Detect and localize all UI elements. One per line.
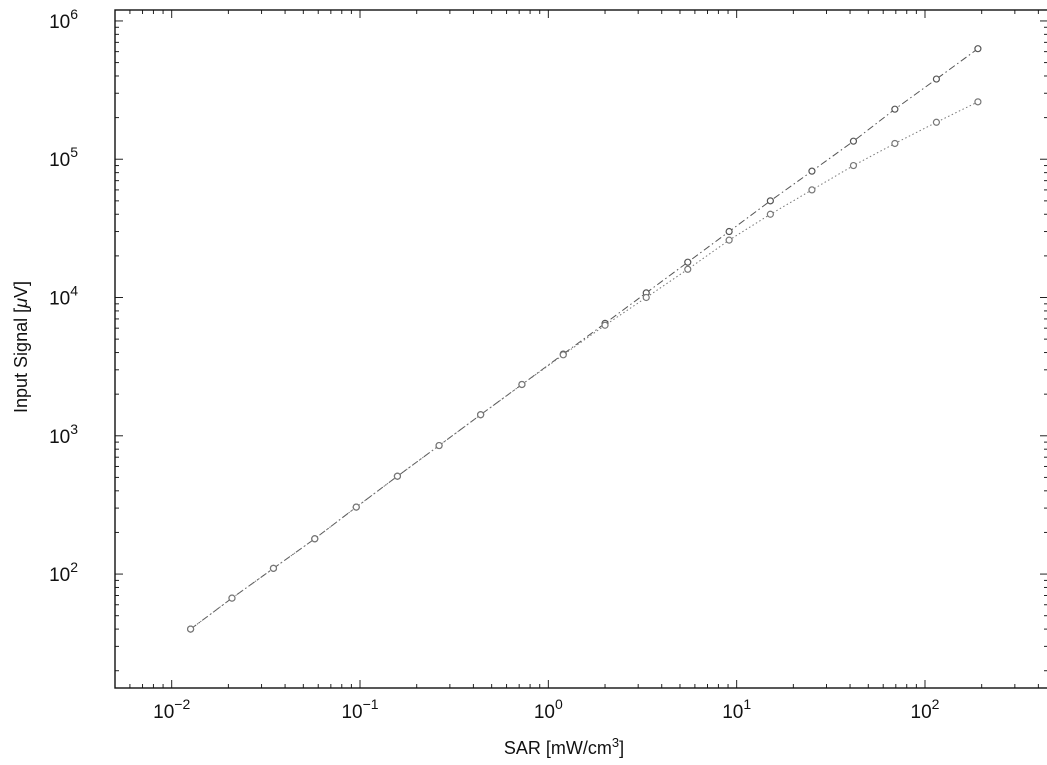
series-2-point [974, 98, 982, 106]
series-2-point [559, 351, 567, 359]
series-1-line [190, 48, 979, 630]
series-1-point [974, 45, 982, 53]
x-tick-label: 10−2 [153, 696, 190, 723]
x-axis-label: SAR [mW/cm3] [504, 735, 624, 758]
y-tick-label: 105 [49, 144, 78, 171]
series-1-point [766, 197, 774, 205]
tick-marks [114, 10, 1047, 688]
y-tick-labels: 102 103 104 105 106 [49, 6, 78, 586]
series-1-point [684, 258, 692, 266]
series-2-point [642, 293, 650, 302]
series-2-point [932, 118, 941, 126]
series-1-point [932, 75, 941, 83]
series-2-point [849, 161, 858, 170]
series-2-point [891, 139, 899, 148]
x-tick-label: 102 [911, 696, 940, 723]
series-2-point [228, 594, 236, 602]
series-2-line [190, 101, 979, 630]
series-2-point [725, 236, 733, 244]
series-2-point [808, 186, 816, 194]
series-1-point [849, 137, 858, 145]
series-2-point [684, 265, 692, 273]
series-2-point [186, 625, 195, 633]
series-2-point [477, 411, 485, 419]
series-2-point [352, 503, 360, 511]
series-1-point [725, 227, 733, 236]
y-axis-label: Input Signal [μV] [11, 281, 31, 413]
x-tick-label: 101 [722, 696, 751, 723]
y-tick-label: 102 [49, 559, 78, 586]
series-2-point [766, 210, 774, 218]
y-tick-label: 103 [49, 421, 78, 448]
series-2-point [269, 564, 278, 572]
y-tick-label: 104 [49, 283, 78, 310]
series-1-point [891, 105, 899, 113]
y-tick-label: 106 [49, 6, 78, 33]
series-2-point [601, 321, 609, 329]
series-layer [186, 45, 982, 633]
series-1-point [808, 167, 816, 175]
x-tick-label: 100 [534, 696, 563, 723]
x-tick-label: 10−1 [341, 696, 378, 723]
series-2-point [518, 380, 526, 389]
series-2-point [393, 472, 402, 480]
x-tick-labels: 10−2 10−1 100 101 102 [153, 696, 940, 723]
series-2-point [311, 535, 319, 543]
plot-frame [114, 9, 1047, 689]
series-2-point [435, 441, 443, 450]
